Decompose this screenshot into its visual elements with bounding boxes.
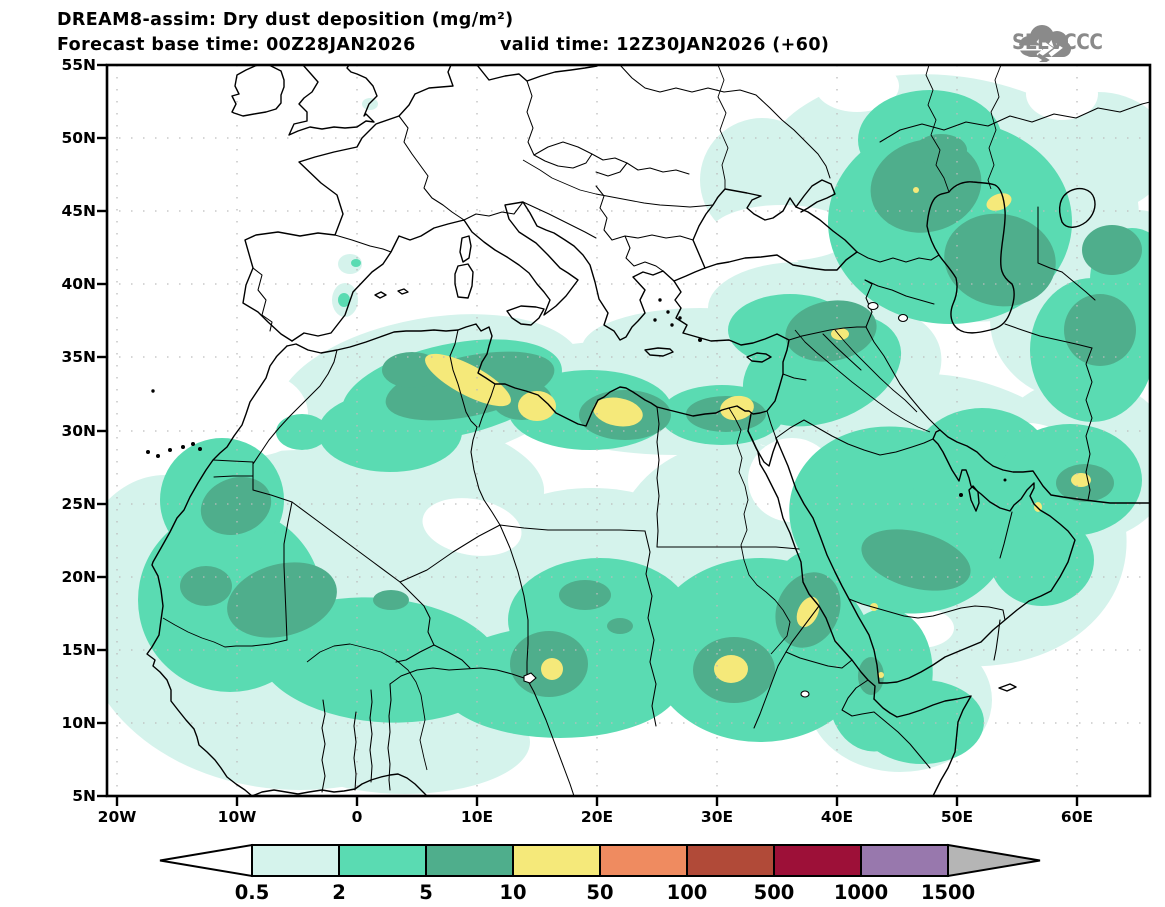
small-islands	[146, 298, 1007, 497]
lon-label-20w: 20W	[97, 808, 137, 826]
colorbar-seg-3	[425, 844, 514, 877]
lat-label-55n: 55N	[61, 56, 96, 74]
colorbar	[159, 843, 1041, 878]
colorbar-tick-10: 10	[499, 881, 527, 904]
lat-label-15n: 15N	[61, 641, 96, 659]
lakes	[523, 301, 909, 698]
colorbar-tick-100: 100	[666, 881, 708, 904]
lon-label-10e: 10E	[460, 808, 494, 826]
lon-label-20e: 20E	[580, 808, 614, 826]
lat-label-40n: 40N	[61, 275, 96, 293]
colorbar-right-arrow	[947, 843, 1041, 878]
logo-text: SEEVCCC	[1012, 30, 1103, 54]
colorbar-tick-1000: 1000	[833, 881, 889, 904]
lon-label-50e: 50E	[940, 808, 974, 826]
lon-label-60e: 60E	[1060, 808, 1094, 826]
colorbar-seg-1	[251, 844, 340, 877]
colorbar-tick-5: 5	[419, 881, 433, 904]
valid-time: valid time: 12Z30JAN2026 (+60)	[500, 35, 830, 55]
country-borders	[212, 65, 1150, 796]
seevccc-logo: SEEVCCC	[1012, 22, 1158, 62]
lat-label-30n: 30N	[61, 422, 96, 440]
lat-label-45n: 45N	[61, 202, 96, 220]
dust-layer-10-50	[425, 187, 1091, 683]
colorbar-seg-7	[773, 844, 862, 877]
lat-label-35n: 35N	[61, 348, 96, 366]
lon-label-30e: 30E	[700, 808, 734, 826]
colorbar-seg-6	[686, 844, 775, 877]
colorbar-seg-4	[512, 844, 601, 877]
rivers	[162, 65, 1002, 771]
axis-ticks	[97, 63, 1079, 806]
lat-label-20n: 20N	[61, 568, 96, 586]
lat-label-10n: 10N	[61, 714, 96, 732]
colorbar-tick-1500: 1500	[920, 881, 976, 904]
colorbar-tick-2: 2	[332, 881, 346, 904]
page-title: DREAM8-assim: Dry dust deposition (mg/m²…	[57, 10, 514, 30]
colorbar-left-arrow	[159, 843, 253, 878]
colorbar-seg-5	[599, 844, 688, 877]
colorbar-tick-500: 500	[753, 881, 795, 904]
forecast-base-time: Forecast base time: 00Z28JAN2026	[57, 35, 416, 55]
cloud-arrow-icon	[1018, 25, 1071, 62]
lat-label-5n: 5N	[72, 787, 96, 805]
colorbar-seg-2	[338, 844, 427, 877]
lon-label-0: 0	[351, 808, 363, 826]
lat-label-25n: 25N	[61, 495, 96, 513]
colorbar-tick-50: 50	[586, 881, 614, 904]
coastlines	[146, 65, 1150, 796]
colorbar-tick-0p5: 0.5	[234, 881, 270, 904]
lon-label-40e: 40E	[820, 808, 854, 826]
colorbar-seg-8	[860, 844, 949, 877]
lat-label-50n: 50N	[61, 129, 96, 147]
lon-label-10w: 10W	[217, 808, 257, 826]
